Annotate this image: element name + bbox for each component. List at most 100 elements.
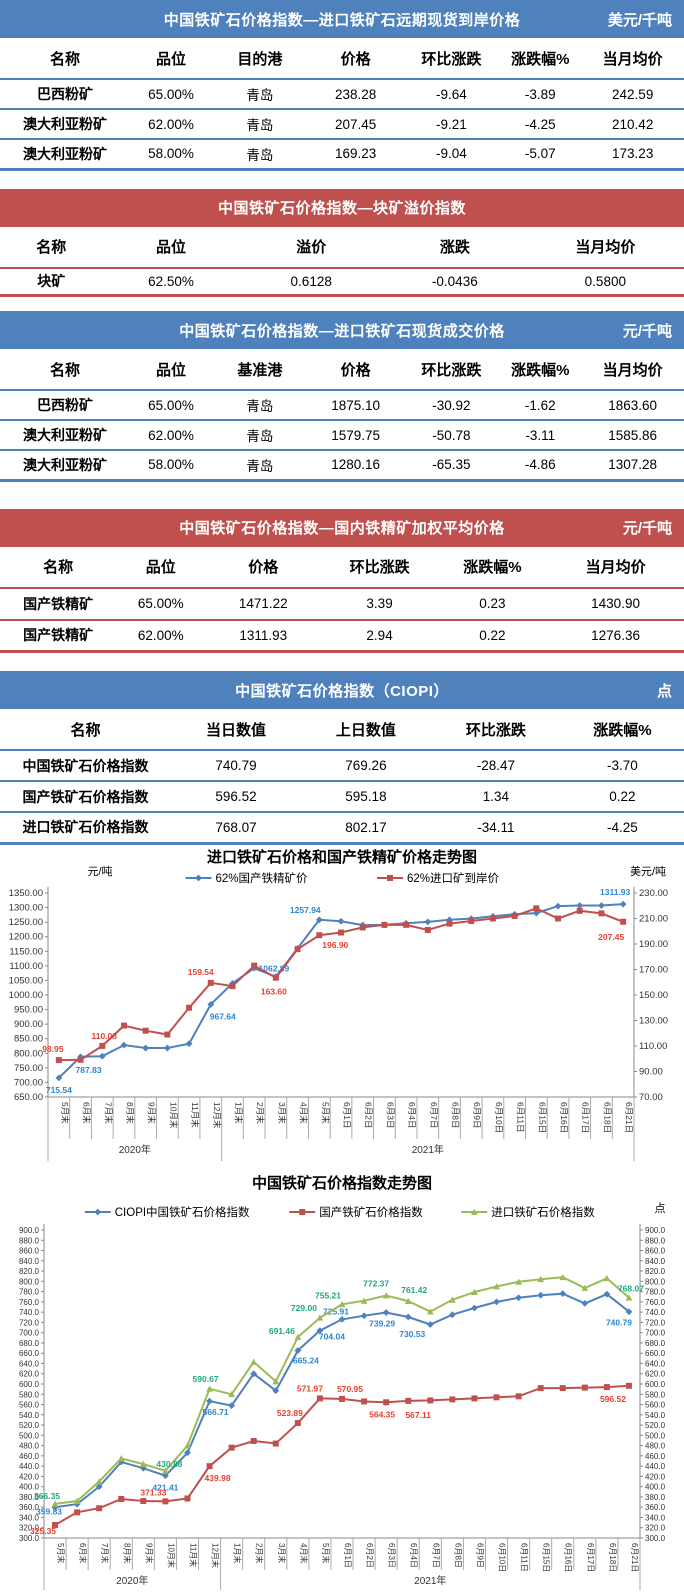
data-point-marker [603,1274,611,1281]
data-point-marker [625,1307,633,1315]
column-header: 当月均价 [602,361,663,379]
left-axis-tick-label: 840.0 [19,1256,40,1265]
value-cell: -3.70 [607,758,638,773]
value-cell: -4.25 [524,116,556,132]
left-axis-tick-label: 880.0 [19,1236,40,1245]
row-name-cell: 进口铁矿石价格指数 [22,819,149,836]
data-point-marker [581,1284,589,1291]
value-cell: -9.64 [436,86,467,102]
table-title: 中国铁矿石价格指数（CIOPI） [235,682,449,700]
data-point-marker [471,1304,478,1311]
left-axis-tick-label: 800.0 [19,1277,40,1286]
left-axis-tick-label: 850.00 [14,1033,43,1044]
data-point-marker [51,1500,59,1507]
left-axis-unit: 元/吨 [87,865,112,878]
table-row: 块矿 62.50% 0.6128 -0.0436 0.5800 [0,267,684,296]
data-point-label: 590.67 [193,1373,219,1383]
category-label: 11月末 [188,1543,198,1567]
table-header-row: 名称 品位 溢价 涨跌 当月均价 [0,227,684,268]
data-point-marker [489,915,496,921]
data-point-marker [299,1208,306,1215]
data-point-marker [515,1277,522,1285]
data-point-marker [625,1293,633,1301]
category-label: 6月10日 [494,1102,504,1133]
category-label: 3月末 [277,1543,287,1563]
category-label: 6月21日 [630,1543,639,1572]
data-point-marker [337,917,345,925]
data-point-marker [338,1315,346,1323]
value-cell: 65.00% [148,86,194,102]
data-point-marker [294,1333,302,1340]
table-title-bar: 中国铁矿石价格指数（CIOPI） 点 [0,671,684,709]
right-axis-tick-label: 580.0 [645,1390,666,1399]
price-table: 名称 当日数值 上日数值 环比涨跌 涨跌幅% 中国铁矿石价格指数 740.79 769.26 -… [0,709,684,845]
table-title: 中国铁矿石价格指数—国内铁精矿加权平均价格 [179,520,505,537]
left-axis-tick-label: 780.0 [19,1287,40,1296]
data-point-label: 163.60 [261,986,287,996]
category-label: 6月15日 [542,1543,551,1572]
value-cell: -28.47 [476,758,516,773]
data-point-marker [404,1313,412,1320]
right-axis-unit: 点 [655,1202,666,1215]
value-cell: 青岛 [246,399,274,414]
legend-label: 国产铁矿石价格指数 [319,1205,423,1219]
left-axis-tick-label: 1300.00 [9,902,43,913]
right-axis-tick-label: 900.0 [645,1226,666,1235]
table-row: 澳大利亚粉矿 62.00% 青岛 207.45 -9.21 -4.25 210.42 [0,109,684,139]
data-point-marker [532,909,540,917]
data-point-label: 110.08 [91,1030,117,1040]
value-cell: 768.07 [215,819,257,835]
right-axis-tick-label: 340.0 [645,1513,666,1522]
data-point-marker [316,1313,324,1321]
data-point-marker [468,917,475,924]
table-title-bar: 中国铁矿石价格指数—块矿溢价指数 [0,188,684,227]
data-point-label: 787.83 [76,1064,102,1074]
data-point-marker [98,1052,106,1060]
column-header: 品位 [155,361,186,379]
value-cell: 595.18 [345,789,387,804]
column-header: 当月均价 [575,239,636,256]
value-cell: 242.59 [612,86,654,102]
category-label: 6月18日 [602,1102,612,1133]
data-point-marker [537,1291,545,1299]
data-point-marker [537,1384,544,1391]
data-point-label: 159.54 [188,966,214,976]
right-axis-tick-label: 820.0 [645,1267,666,1276]
column-header: 涨跌幅% [463,559,522,576]
left-axis-tick-label: 720.0 [19,1318,40,1327]
data-point-label: 371.33 [140,1487,166,1497]
data-point-marker [228,1390,236,1397]
table-row: 澳大利亚粉矿 58.00% 青岛 1280.16 -65.35 -4.86 1307.28 [0,450,684,480]
column-header: 环比涨跌 [421,50,482,68]
right-axis-tick-label: 320.0 [645,1523,666,1532]
data-point-marker [96,1504,103,1511]
left-axis-tick-label: 950.00 [14,1004,43,1015]
data-point-marker [338,1300,346,1307]
data-point-label: 196.90 [322,940,348,950]
right-axis-tick-label: 840.0 [645,1256,666,1265]
category-label: 6月16日 [559,1102,569,1133]
left-axis-tick-label: 1150.00 [9,946,43,957]
value-cell: -4.25 [607,819,638,835]
data-point-marker [163,1044,171,1051]
price-table: 名称 品位 溢价 涨跌 当月均价 块矿 62.50% 0.6128 -0.0436 0.5800 [0,226,684,297]
category-label: 6月7日 [429,1102,439,1128]
data-point-label: 772.37 [363,1278,389,1288]
value-cell: -5.07 [524,146,556,162]
category-label: 6月4日 [407,1102,417,1128]
data-point-marker [142,1027,149,1034]
left-axis-tick-label: 860.0 [19,1246,40,1255]
data-point-label: 1257.94 [290,904,321,914]
chart-title: 中国铁矿石价格指数走势图 [252,1174,432,1192]
legend-item: 62%进口矿到岸价 [377,872,500,885]
left-axis-tick-label: 760.0 [19,1297,40,1306]
data-point-marker [339,1395,345,1402]
table-import-spot-transaction-prices: 中国铁矿石价格指数—进口铁矿石现货成交价格 元/千吨 名称 品位 基准港 价格 环比涨跌 涨跌… [0,311,684,482]
row-name-cell: 国产铁矿石价格指数 [22,788,149,805]
left-axis-tick-label: 380.0 [19,1492,40,1501]
price-table: 名称 品位 目的港 价格 环比涨跌 涨跌幅% 当月均价 巴西粉矿 65.00% 青岛 238.28 -… [0,38,684,171]
table-row: 国产铁精矿 62.00% 1311.93 2.94 0.22 1276.36 [0,619,684,652]
value-cell: 1471.22 [238,596,288,611]
value-cell: 62.00% [137,627,184,643]
